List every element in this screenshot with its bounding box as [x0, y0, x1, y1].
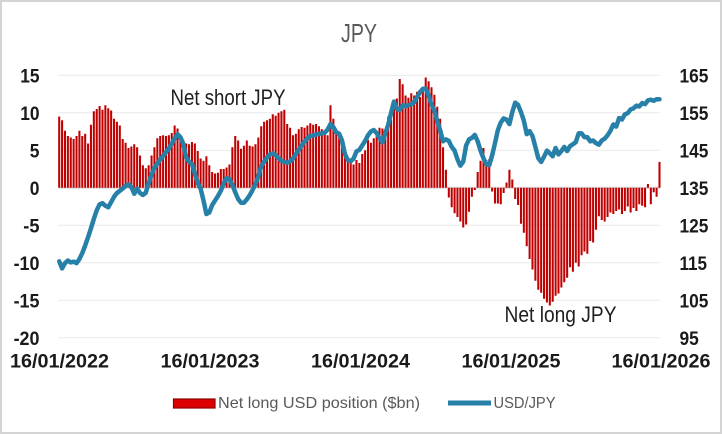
svg-text:16/01/2023: 16/01/2023: [161, 352, 260, 373]
svg-text:-5: -5: [23, 216, 40, 237]
svg-text:125: 125: [680, 216, 709, 237]
svg-text:10: 10: [20, 104, 39, 125]
svg-text:16/01/2025: 16/01/2025: [462, 352, 561, 373]
svg-text:-15: -15: [14, 291, 40, 312]
svg-text:Net long JPY: Net long JPY: [505, 302, 617, 327]
svg-text:Net short JPY: Net short JPY: [171, 85, 286, 110]
svg-text:-10: -10: [14, 254, 40, 275]
svg-text:15: 15: [20, 66, 40, 87]
svg-text:16/01/2024: 16/01/2024: [311, 352, 410, 373]
svg-text:16/01/2026: 16/01/2026: [612, 352, 711, 373]
svg-text:Net long USD position ($bn): Net long USD position ($bn): [218, 395, 420, 412]
svg-text:5: 5: [30, 141, 40, 162]
svg-text:115: 115: [680, 254, 708, 275]
svg-text:JPY: JPY: [341, 18, 377, 48]
svg-text:-20: -20: [14, 329, 40, 350]
svg-text:USD/JPY: USD/JPY: [494, 395, 556, 412]
svg-text:16/01/2022: 16/01/2022: [10, 352, 109, 373]
svg-text:95: 95: [680, 329, 700, 350]
svg-text:105: 105: [680, 291, 709, 312]
svg-text:0: 0: [30, 179, 40, 200]
svg-text:155: 155: [680, 104, 709, 125]
svg-text:145: 145: [680, 141, 709, 162]
svg-text:135: 135: [680, 179, 709, 200]
svg-text:165: 165: [680, 66, 709, 87]
